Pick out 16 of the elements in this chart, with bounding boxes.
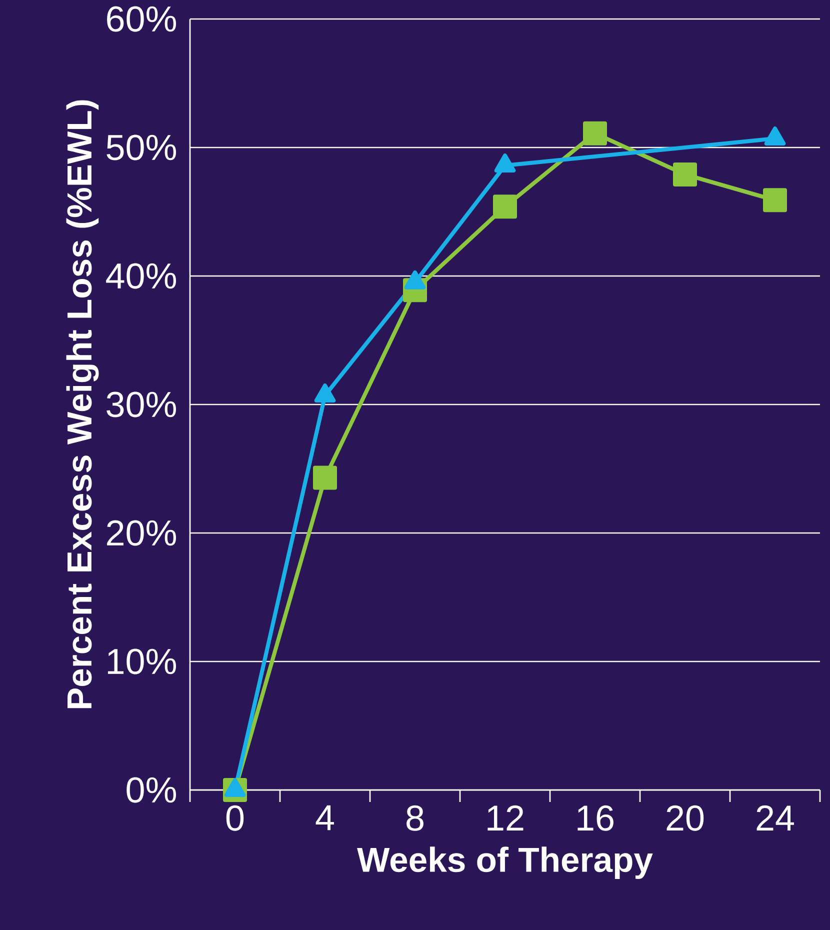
y-tick-label: 0% <box>126 777 176 803</box>
x-tick-label: 20 <box>666 805 704 831</box>
x-tick-label: 0 <box>226 805 244 831</box>
y-tick-label: 20% <box>107 520 176 546</box>
y-tick-label: 40% <box>106 263 176 289</box>
y-tick-label: 50% <box>106 134 176 160</box>
x-tick-label: 4 <box>316 805 334 830</box>
x-tick-label: 12 <box>488 805 524 831</box>
x-tick-label: 24 <box>756 805 794 831</box>
y-tick-label: 10% <box>108 648 176 674</box>
y-tick-label: 30% <box>106 392 176 418</box>
x-tick-label: 16 <box>578 805 614 831</box>
y-tick-label: 60% <box>107 6 176 32</box>
x-tick-label: 8 <box>406 805 424 831</box>
y-axis-title: Percent Excess Weight Loss (%EWL) <box>66 100 99 708</box>
x-axis-title: Weeks of Therapy <box>357 846 653 879</box>
